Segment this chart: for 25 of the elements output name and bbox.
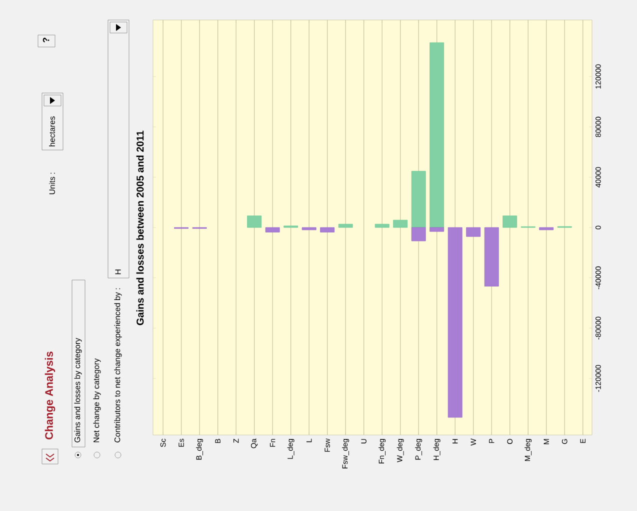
- text: H: [115, 270, 121, 274]
- bar: [374, 224, 390, 228]
- bar: [502, 216, 518, 228]
- bar: [265, 227, 280, 232]
- text: Gains and losses by category: [74, 338, 82, 442]
- bar: [466, 227, 481, 237]
- bar: [448, 227, 462, 418]
- bar: [430, 42, 444, 228]
- text: ?: [42, 38, 50, 42]
- text: hectares: [49, 116, 55, 146]
- text: Change Analysis: [44, 352, 56, 440]
- bar: [320, 227, 335, 232]
- bar: [393, 220, 408, 228]
- text: Contributors to net change experienced by :: [114, 288, 122, 442]
- text: Units :: [49, 172, 55, 194]
- bar: [411, 227, 426, 242]
- bar: [411, 170, 426, 228]
- text: Net change by category: [93, 358, 101, 442]
- bar: [539, 227, 554, 230]
- bar: [302, 227, 316, 230]
- bar: [484, 227, 499, 286]
- bar: [430, 227, 444, 232]
- bar: [338, 224, 353, 228]
- text: Gains and losses between 2005 and 2011: [136, 130, 144, 326]
- bar: [247, 216, 262, 228]
